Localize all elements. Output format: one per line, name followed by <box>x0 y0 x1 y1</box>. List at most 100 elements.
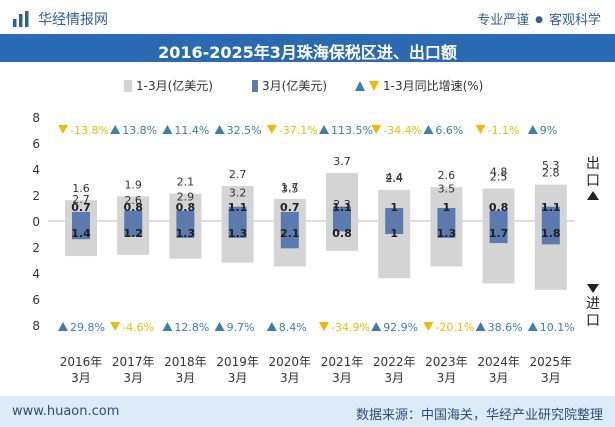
x-tick-label-month: 3月 <box>384 371 404 385</box>
x-tick-label-month: 3月 <box>123 371 143 385</box>
export-growth-down-triangle-icon <box>266 125 277 134</box>
export-growth-label: 113.5% <box>331 124 373 137</box>
export-growth-label: -1.1% <box>488 124 520 137</box>
import-monthly-label: 1.3 <box>437 227 457 240</box>
export-monthly-label: 0.8 <box>123 201 143 214</box>
export-growth-label: 6.6% <box>435 124 463 137</box>
export-monthly-label: 1.1 <box>332 201 352 214</box>
export-cumulative-label: 3.7 <box>333 155 351 168</box>
legend-swatch-monthly <box>252 80 258 92</box>
x-tick-label-year: 2016年 <box>60 355 103 369</box>
export-cumulative-label: 2.4 <box>385 172 403 185</box>
import-growth-label: 92.9% <box>383 321 418 334</box>
data-source: 数据来源：中国海关，华经产业研究院整理 <box>355 408 603 423</box>
y-tick-label: 2 <box>32 241 40 255</box>
y-tick-label: 6 <box>32 293 40 307</box>
import-cumulative-label: 5.3 <box>542 159 560 172</box>
title-bar: 2016-2025年3月珠海保税区进、出口额 <box>0 34 615 62</box>
export-side-label-char: 口 <box>586 173 600 189</box>
export-monthly-label: 0.7 <box>71 201 91 214</box>
import-monthly-label: 1.3 <box>228 227 248 240</box>
export-cumulative-label: 2.5 <box>490 171 508 184</box>
export-growth-label: -13.8% <box>70 124 109 137</box>
import-down-arrow-icon <box>587 284 599 293</box>
export-monthly-bar <box>72 211 90 221</box>
import-monthly-label: 1.2 <box>123 227 143 240</box>
x-tick-label-year: 2021年 <box>321 355 364 369</box>
export-monthly-label: 0.7 <box>280 201 300 214</box>
tagline: 专业严谨 ● 客观科学 <box>477 9 601 28</box>
legend-label-monthly: 3月(亿美元) <box>262 78 327 93</box>
separator-dot: ● <box>535 15 543 25</box>
import-monthly-bar <box>541 221 560 245</box>
import-monthly-bar <box>176 221 195 238</box>
import-growth-label: -34.9% <box>331 321 370 334</box>
y-tick-label: 8 <box>32 319 40 333</box>
export-growth-up-triangle-icon <box>214 125 225 134</box>
chart-title: 2016-2025年3月珠海保税区进、出口额 <box>158 43 457 62</box>
site-url: www.huaon.com <box>12 404 120 419</box>
export-growth-label: 11.4% <box>174 124 209 137</box>
import-growth-down-triangle-icon <box>319 322 329 331</box>
bar-chart-logo-icon <box>13 11 29 27</box>
x-tick-label-year: 2019年 <box>216 355 259 369</box>
export-growth-down-triangle-icon <box>475 125 486 134</box>
y-tick-label: 4 <box>32 267 40 281</box>
import-growth-label: 38.6% <box>488 321 523 334</box>
export-side-label-char: 出 <box>586 156 600 172</box>
export-growth-up-triangle-icon <box>527 125 538 134</box>
import-cumulative-label: 2.6 <box>124 194 142 207</box>
import-cumulative-label: 2.7 <box>72 193 90 206</box>
import-monthly-label: 1.7 <box>489 227 509 240</box>
header-bar: 华经情报网 专业严谨 ● 客观科学 <box>0 0 615 34</box>
export-monthly-bar <box>385 208 404 221</box>
import-growth-up-triangle-icon <box>58 322 68 331</box>
import-growth-label: 29.8% <box>70 321 105 334</box>
import-side-label-char: 口 <box>586 313 600 329</box>
import-side-label-char: 进 <box>586 296 600 312</box>
chart-area: 1-3月(亿美元) 3月(亿美元) 1-3月同比增速(%)8642024681.62… <box>32 78 600 385</box>
export-monthly-bar <box>176 210 195 221</box>
export-monthly-bar <box>541 206 560 221</box>
import-cumulative-label: 2.9 <box>177 190 195 203</box>
import-growth-label: 12.8% <box>174 321 209 334</box>
export-cumulative-label: 2.1 <box>177 176 195 189</box>
x-tick-label-month: 3月 <box>437 371 457 385</box>
import-monthly-bar <box>437 221 456 238</box>
x-tick-label-month: 3月 <box>489 371 509 385</box>
x-tick-label-month: 3月 <box>280 371 300 385</box>
import-cumulative-label: 3.2 <box>229 186 247 199</box>
export-growth-up-triangle-icon <box>319 125 329 134</box>
legend-swatch-cumulative <box>124 80 132 92</box>
import-growth-up-triangle-icon <box>527 322 538 331</box>
import-monthly-bar <box>72 221 90 240</box>
import-monthly-label: 1 <box>390 227 398 240</box>
import-growth-label: 10.1% <box>540 321 575 334</box>
import-growth-up-triangle-icon <box>475 322 486 331</box>
import-growth-label: -20.1% <box>435 321 474 334</box>
export-monthly-bar <box>228 206 247 221</box>
export-cumulative-label: 2.8 <box>542 167 560 180</box>
import-monthly-label: 1.8 <box>541 227 561 240</box>
import-cumulative-label: 4.4 <box>385 171 403 184</box>
import-monthly-label: 0.8 <box>332 227 352 240</box>
import-monthly-bar <box>385 221 404 234</box>
export-monthly-label: 1.1 <box>228 201 248 214</box>
import-growth-up-triangle-icon <box>371 322 382 331</box>
x-tick-label-month: 3月 <box>228 371 248 385</box>
x-tick-label-month: 3月 <box>541 371 561 385</box>
export-up-arrow-icon <box>587 191 599 200</box>
import-growth-label: 9.7% <box>227 321 255 334</box>
export-growth-label: 13.8% <box>122 124 157 137</box>
y-tick-label: 2 <box>32 189 40 203</box>
import-cumulative-label: 2.3 <box>333 198 351 211</box>
export-monthly-bar <box>280 211 299 221</box>
import-monthly-bar <box>280 221 299 249</box>
x-tick-label-year: 2022年 <box>373 355 416 369</box>
import-growth-down-triangle-icon <box>423 322 434 331</box>
import-growth-label: -4.6% <box>122 321 154 334</box>
export-growth-label: 32.5% <box>227 124 262 137</box>
export-cumulative-label: 2.6 <box>438 169 456 182</box>
export-growth-down-triangle-icon <box>58 125 68 134</box>
